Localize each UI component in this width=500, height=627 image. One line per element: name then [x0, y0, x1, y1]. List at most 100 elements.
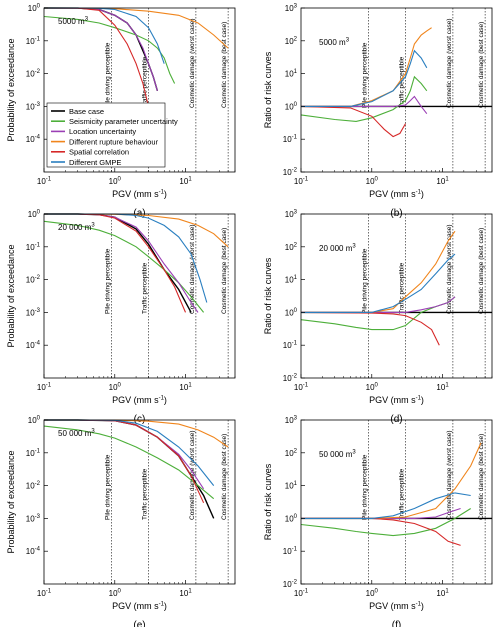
vline-label: Cosmetic damage (best case): [478, 22, 485, 108]
vline-label: Pile driving perceptible: [362, 248, 369, 314]
panel-d: Pile driving perceptible Traffic percepti…: [263, 210, 493, 425]
y-tick-label: 102: [285, 448, 298, 458]
y-tick-label: 10-2: [283, 168, 298, 178]
y-axis-label: Ratio of risk curves: [263, 257, 273, 334]
vline-label: Traffic perceptible: [399, 56, 406, 108]
legend-entry: Base case: [69, 107, 104, 116]
y-tick-label: 10-1: [283, 341, 298, 351]
series-6: [301, 492, 471, 519]
vline-label: Pile driving perceptible: [105, 248, 112, 314]
vline-label: Cosmetic damage (best case): [221, 434, 228, 520]
vline-label: Cosmetic damage (best case): [221, 22, 228, 108]
series-5: [300, 311, 440, 346]
x-axis-label: PGV (mm s-1): [369, 189, 424, 199]
y-tick-label: 10-4: [26, 341, 41, 351]
vline-label: Cosmetic damage (worst case): [446, 18, 453, 108]
y-tick-label: 10-4: [26, 135, 41, 145]
series-2: [300, 75, 428, 122]
volume-label: 50 000 m3: [319, 450, 356, 460]
volume-label: 5000 m3: [319, 38, 350, 48]
volume-label: 20 000 m3: [319, 244, 356, 254]
y-tick-label: 10-2: [26, 481, 41, 491]
series-6: [301, 253, 456, 313]
y-axis-label: Ratio of risk curves: [263, 51, 273, 128]
y-tick-label: 10-2: [26, 69, 41, 79]
y-tick-label: 10-1: [283, 135, 298, 145]
volume-label: 50 000 m3: [58, 429, 95, 439]
series-5: [301, 517, 461, 546]
y-tick-label: 102: [285, 242, 298, 252]
y-axis-label: Probability of exceedance: [6, 244, 16, 347]
vline-label: Traffic perceptible: [399, 468, 406, 520]
axes-box: [43, 419, 236, 585]
y-tick-label: 10-3: [26, 514, 41, 524]
x-axis-label: PGV (mm s-1): [112, 189, 167, 199]
y-tick-label: 10-2: [283, 374, 298, 384]
y-axis-label: Probability of exceedance: [6, 450, 16, 553]
series-5: [300, 105, 406, 138]
legend-box: [46, 102, 166, 168]
panel-e: Pile driving perceptible Traffic percepti…: [6, 416, 236, 627]
y-tick-label: 10-2: [26, 275, 41, 285]
series-2: [43, 15, 176, 84]
y-tick-label: 100: [285, 514, 298, 524]
panel-caption: (d): [390, 414, 402, 425]
vline-label: Cosmetic damage (worst case): [189, 430, 196, 520]
series-2: [300, 508, 471, 537]
vline-label: Cosmetic damage (best case): [221, 228, 228, 314]
vline-label: Pile driving perceptible: [362, 42, 369, 108]
vline-label: Pile driving perceptible: [362, 454, 369, 520]
y-tick-label: 103: [285, 4, 298, 14]
vline-label: Traffic perceptible: [399, 262, 406, 314]
y-axis-label: Probability of exceedance: [6, 38, 16, 141]
y-tick-label: 100: [28, 210, 41, 220]
legend-entry: Different GMPE: [69, 158, 121, 167]
x-axis-label: PGV (mm s-1): [369, 395, 424, 405]
series-4: [44, 7, 229, 49]
x-tick-label: 10-1: [294, 177, 309, 187]
vline-label: Cosmetic damage (worst case): [189, 224, 196, 314]
x-tick-label: 101: [436, 177, 449, 187]
series-3: [301, 95, 428, 115]
axes-box: [43, 213, 236, 379]
series-2: [43, 425, 215, 500]
y-tick-label: 10-1: [26, 242, 41, 252]
x-tick-label: 100: [109, 177, 122, 187]
x-tick-label: 10-1: [37, 589, 52, 599]
x-tick-label: 10-1: [37, 177, 52, 187]
legend-entry: Spatial correlation: [69, 148, 129, 157]
y-tick-label: 100: [28, 4, 41, 14]
legend-entry: Different rupture behaviour: [69, 137, 159, 146]
series-6: [301, 49, 428, 107]
y-tick-label: 100: [285, 308, 298, 318]
x-tick-label: 100: [366, 177, 379, 187]
x-axis-label: PGV (mm s-1): [369, 601, 424, 611]
x-tick-label: 101: [179, 177, 192, 187]
panel-caption: (a): [133, 208, 145, 219]
panel-a: Pile driving perceptible Traffic percepti…: [6, 4, 236, 219]
panel-caption: (b): [390, 208, 402, 219]
axes-box: [300, 7, 493, 173]
y-tick-label: 100: [285, 102, 298, 112]
axes-box: [43, 7, 236, 173]
vline-label: Traffic perceptible: [142, 468, 149, 520]
panel-caption: (f): [392, 620, 401, 627]
x-tick-label: 10-1: [294, 589, 309, 599]
vline-label: Pile driving perceptible: [105, 454, 112, 520]
x-tick-label: 101: [436, 589, 449, 599]
legend-entry: Seismicity parameter uncertainty: [69, 117, 178, 126]
series-3: [301, 296, 456, 313]
x-tick-label: 100: [366, 589, 379, 599]
panel-b: Pile driving perceptible Traffic percepti…: [263, 4, 493, 219]
y-tick-label: 103: [285, 416, 298, 426]
x-tick-label: 101: [436, 383, 449, 393]
volume-label: 20 000 m3: [58, 223, 95, 233]
y-tick-label: 102: [285, 36, 298, 46]
x-tick-label: 10-1: [294, 383, 309, 393]
panel-caption: (c): [134, 414, 146, 425]
panel-c: Pile driving perceptible Traffic percepti…: [6, 210, 236, 425]
legend-entry: Location uncertainty: [69, 127, 136, 136]
axes-box: [300, 213, 493, 379]
y-tick-label: 10-1: [283, 547, 298, 557]
